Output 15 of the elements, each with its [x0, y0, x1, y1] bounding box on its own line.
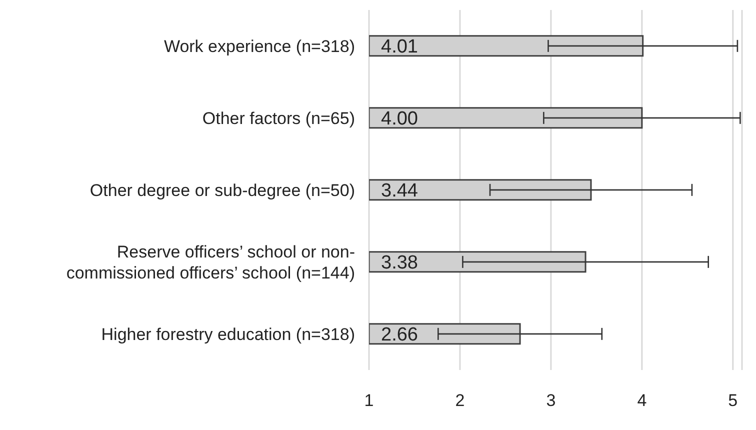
data-label: 3.38 [381, 252, 418, 274]
data-label: 2.66 [381, 324, 418, 346]
x-tick-label: 4 [637, 391, 647, 410]
y-tick-label: Higher forestry education (n=318) [101, 324, 355, 344]
data-label: 3.44 [381, 180, 418, 202]
y-tick-label: Other factors (n=65) [202, 108, 355, 128]
y-tick-label: Other degree or sub-degree (n=50) [90, 180, 355, 200]
y-tick-label: Reserve officers’ school or non-commissioned officers’ school (n=144) [66, 242, 355, 282]
x-tick-label: 2 [455, 391, 465, 410]
x-tick-label: 1 [364, 391, 374, 410]
y-tick-label: Work experience (n=318) [164, 36, 355, 56]
x-tick-label: 3 [546, 391, 556, 410]
data-label: 4.00 [381, 108, 418, 130]
data-label: 4.01 [381, 36, 418, 58]
x-tick-label: 5 [728, 391, 738, 410]
